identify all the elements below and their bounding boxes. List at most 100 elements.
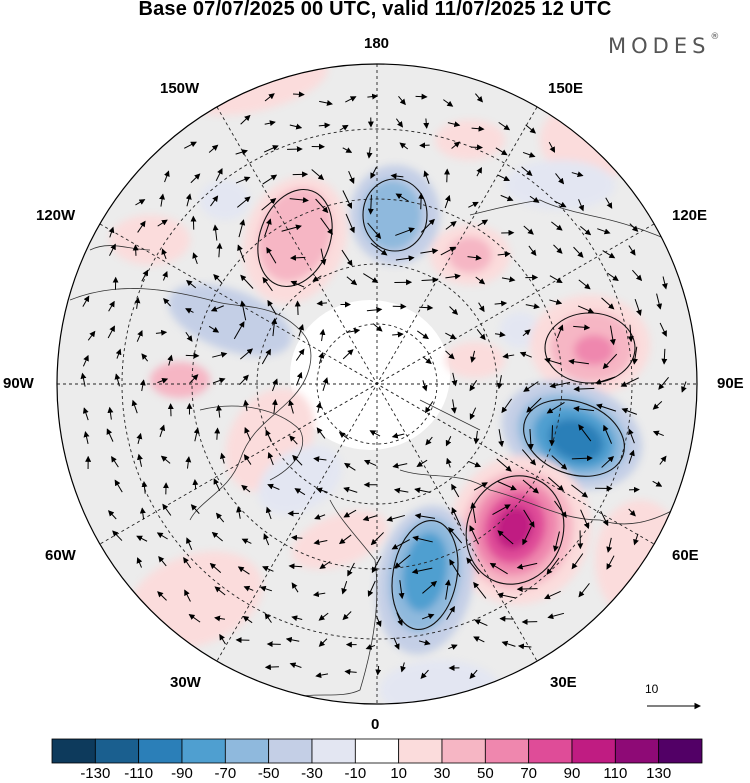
wind-arrow xyxy=(551,221,563,231)
wind-arrow xyxy=(183,556,192,569)
wind-arrow xyxy=(523,509,535,528)
colorbar-swatch xyxy=(224,738,270,764)
wind-arrow xyxy=(446,605,455,620)
wind-arrow xyxy=(652,400,663,410)
wind-arrow xyxy=(444,579,451,600)
wind-arrow xyxy=(212,351,228,358)
wind-arrow xyxy=(420,248,439,255)
wind-arrow xyxy=(609,325,616,346)
wind-arrow xyxy=(414,513,436,520)
wind-arrow xyxy=(135,199,146,206)
wind-arrow xyxy=(661,276,668,290)
wind-arrow xyxy=(367,93,379,100)
wind-arrow xyxy=(342,190,352,209)
wind-arrow xyxy=(159,193,166,207)
wind-arrow xyxy=(367,580,376,597)
wind-arrow xyxy=(366,306,383,313)
wind-arrow xyxy=(136,535,148,542)
wind-arrow xyxy=(446,457,452,468)
wind-arrow xyxy=(264,120,276,127)
wind-arrow xyxy=(208,144,219,153)
wind-arrow xyxy=(157,219,168,227)
flow-arcs xyxy=(257,178,636,630)
wind-arrow xyxy=(315,672,329,679)
wind-arrow xyxy=(188,613,201,623)
wind-arrow xyxy=(267,299,277,315)
wind-arrow xyxy=(214,615,226,622)
wind-arrow xyxy=(192,478,199,490)
wind-arrow xyxy=(469,380,478,392)
wind-arrow xyxy=(271,398,278,414)
wind-arrow xyxy=(87,330,96,341)
colorbar-swatch xyxy=(94,738,140,764)
wind-arrow xyxy=(320,248,327,266)
wind-arrow xyxy=(414,487,431,494)
wind-arrow xyxy=(551,455,568,470)
wind-arrow xyxy=(319,328,326,342)
wind-arrow xyxy=(473,581,487,599)
wind-arrow xyxy=(161,248,168,260)
wind-arrow xyxy=(571,455,593,462)
wind-arrow xyxy=(392,331,404,338)
wind-arrow xyxy=(659,455,667,465)
wind-arrow xyxy=(266,247,277,264)
wind-arrow xyxy=(475,93,484,103)
wind-arrow xyxy=(319,100,333,106)
wind-arrow xyxy=(210,195,219,207)
colorbar-tick-label: -130 xyxy=(80,765,111,782)
wind-arrow xyxy=(522,329,531,337)
wind-arrow xyxy=(219,452,226,464)
lon-label-180: 180 xyxy=(364,35,390,52)
wind-arrow xyxy=(526,397,542,413)
colorbar-tick-label: -30 xyxy=(301,765,323,782)
wind-arrow xyxy=(501,640,516,647)
wind-arrow xyxy=(628,449,635,464)
wind-arrow xyxy=(318,612,329,621)
wind-arrow xyxy=(338,534,352,545)
wind-arrow xyxy=(347,562,355,577)
wind-arrow xyxy=(298,323,304,337)
wind-arrow xyxy=(289,123,303,130)
wind-arrow xyxy=(420,669,429,679)
wind-arrow xyxy=(263,533,270,546)
wind-arrow xyxy=(262,276,273,292)
wind-arrow xyxy=(108,226,115,238)
wind-arrow xyxy=(393,487,409,494)
wind-arrow xyxy=(238,219,246,238)
wind-arrow xyxy=(296,371,303,386)
lon-label-30w: 30W xyxy=(170,674,201,691)
wind-arrow xyxy=(80,372,87,387)
wind-arrow xyxy=(445,332,457,340)
wind-arrow xyxy=(136,557,143,568)
wind-arrow xyxy=(344,668,357,675)
colorbar-tick-label: -110 xyxy=(124,765,154,782)
coastlines xyxy=(69,199,691,701)
wind-arrow xyxy=(418,639,431,646)
wind-arrow xyxy=(499,615,514,622)
wind-arrow xyxy=(159,424,166,438)
wind-arrow xyxy=(440,246,457,256)
wind-arrow xyxy=(501,398,513,414)
wind-arrow xyxy=(580,225,592,236)
wind-arrow xyxy=(235,176,251,184)
wind-arrow xyxy=(362,515,378,522)
wind-arrow xyxy=(208,325,220,333)
wind-arrow xyxy=(343,509,357,518)
wind-arrow xyxy=(470,502,477,523)
wind-arrow xyxy=(318,638,328,647)
colorbar-swatch xyxy=(658,738,703,764)
wind-arrow xyxy=(184,141,197,149)
wind-arrow xyxy=(212,224,219,241)
wind-arrow xyxy=(602,353,618,370)
wind-arrow xyxy=(496,375,503,390)
wind-arrow xyxy=(627,324,634,343)
wind-arrow xyxy=(447,121,461,128)
wind-arrow xyxy=(263,145,279,153)
wind-arrow xyxy=(497,174,511,182)
wind-arrow xyxy=(546,402,565,414)
wind-arrow xyxy=(235,149,248,155)
wind-arrow xyxy=(399,142,409,150)
wind-arrow xyxy=(294,300,301,316)
wind-arrow xyxy=(160,455,171,464)
wind-arrow xyxy=(658,377,669,390)
